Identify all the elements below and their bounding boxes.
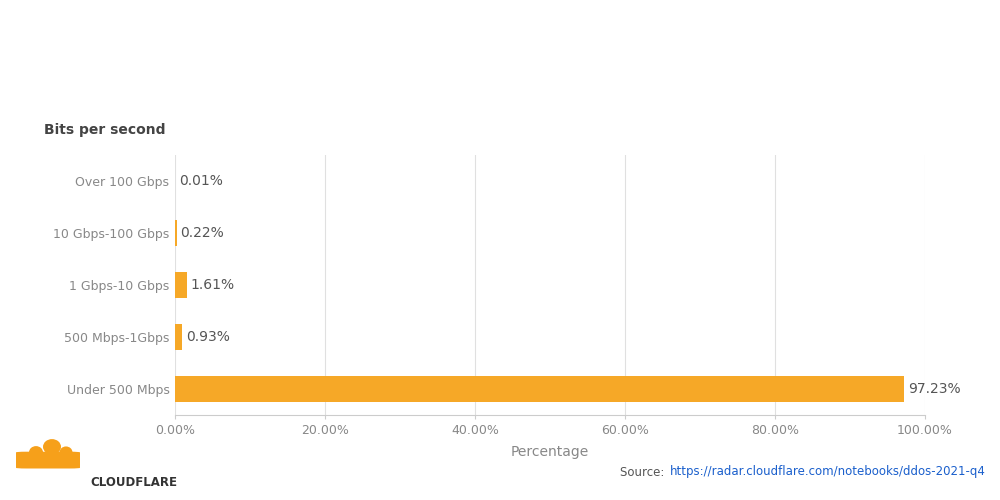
- Bar: [175, 220, 177, 246]
- Text: https://radar.cloudflare.com/notebooks/ddos-2021-q4: https://radar.cloudflare.com/notebooks/d…: [670, 466, 986, 478]
- Bar: [175, 272, 187, 298]
- Text: Bits per second: Bits per second: [44, 123, 165, 137]
- Ellipse shape: [60, 446, 72, 458]
- Ellipse shape: [43, 439, 61, 454]
- Text: 0.22%: 0.22%: [180, 226, 224, 240]
- Text: Source:: Source:: [620, 466, 668, 478]
- FancyBboxPatch shape: [16, 452, 80, 468]
- X-axis label: Percentage: Percentage: [511, 446, 589, 460]
- Ellipse shape: [29, 446, 43, 458]
- Bar: [175, 376, 904, 402]
- Text: 97.23%: 97.23%: [908, 382, 961, 396]
- Text: CLOUDFLARE: CLOUDFLARE: [90, 476, 177, 489]
- Text: 1.61%: 1.61%: [191, 278, 235, 292]
- Text: 0.01%: 0.01%: [179, 174, 223, 188]
- Bar: [175, 324, 182, 350]
- Text: Network-layer DDoS attacks: Distribution by bit rate: Network-layer DDoS attacks: Distribution…: [30, 54, 649, 74]
- Text: 0.93%: 0.93%: [186, 330, 230, 344]
